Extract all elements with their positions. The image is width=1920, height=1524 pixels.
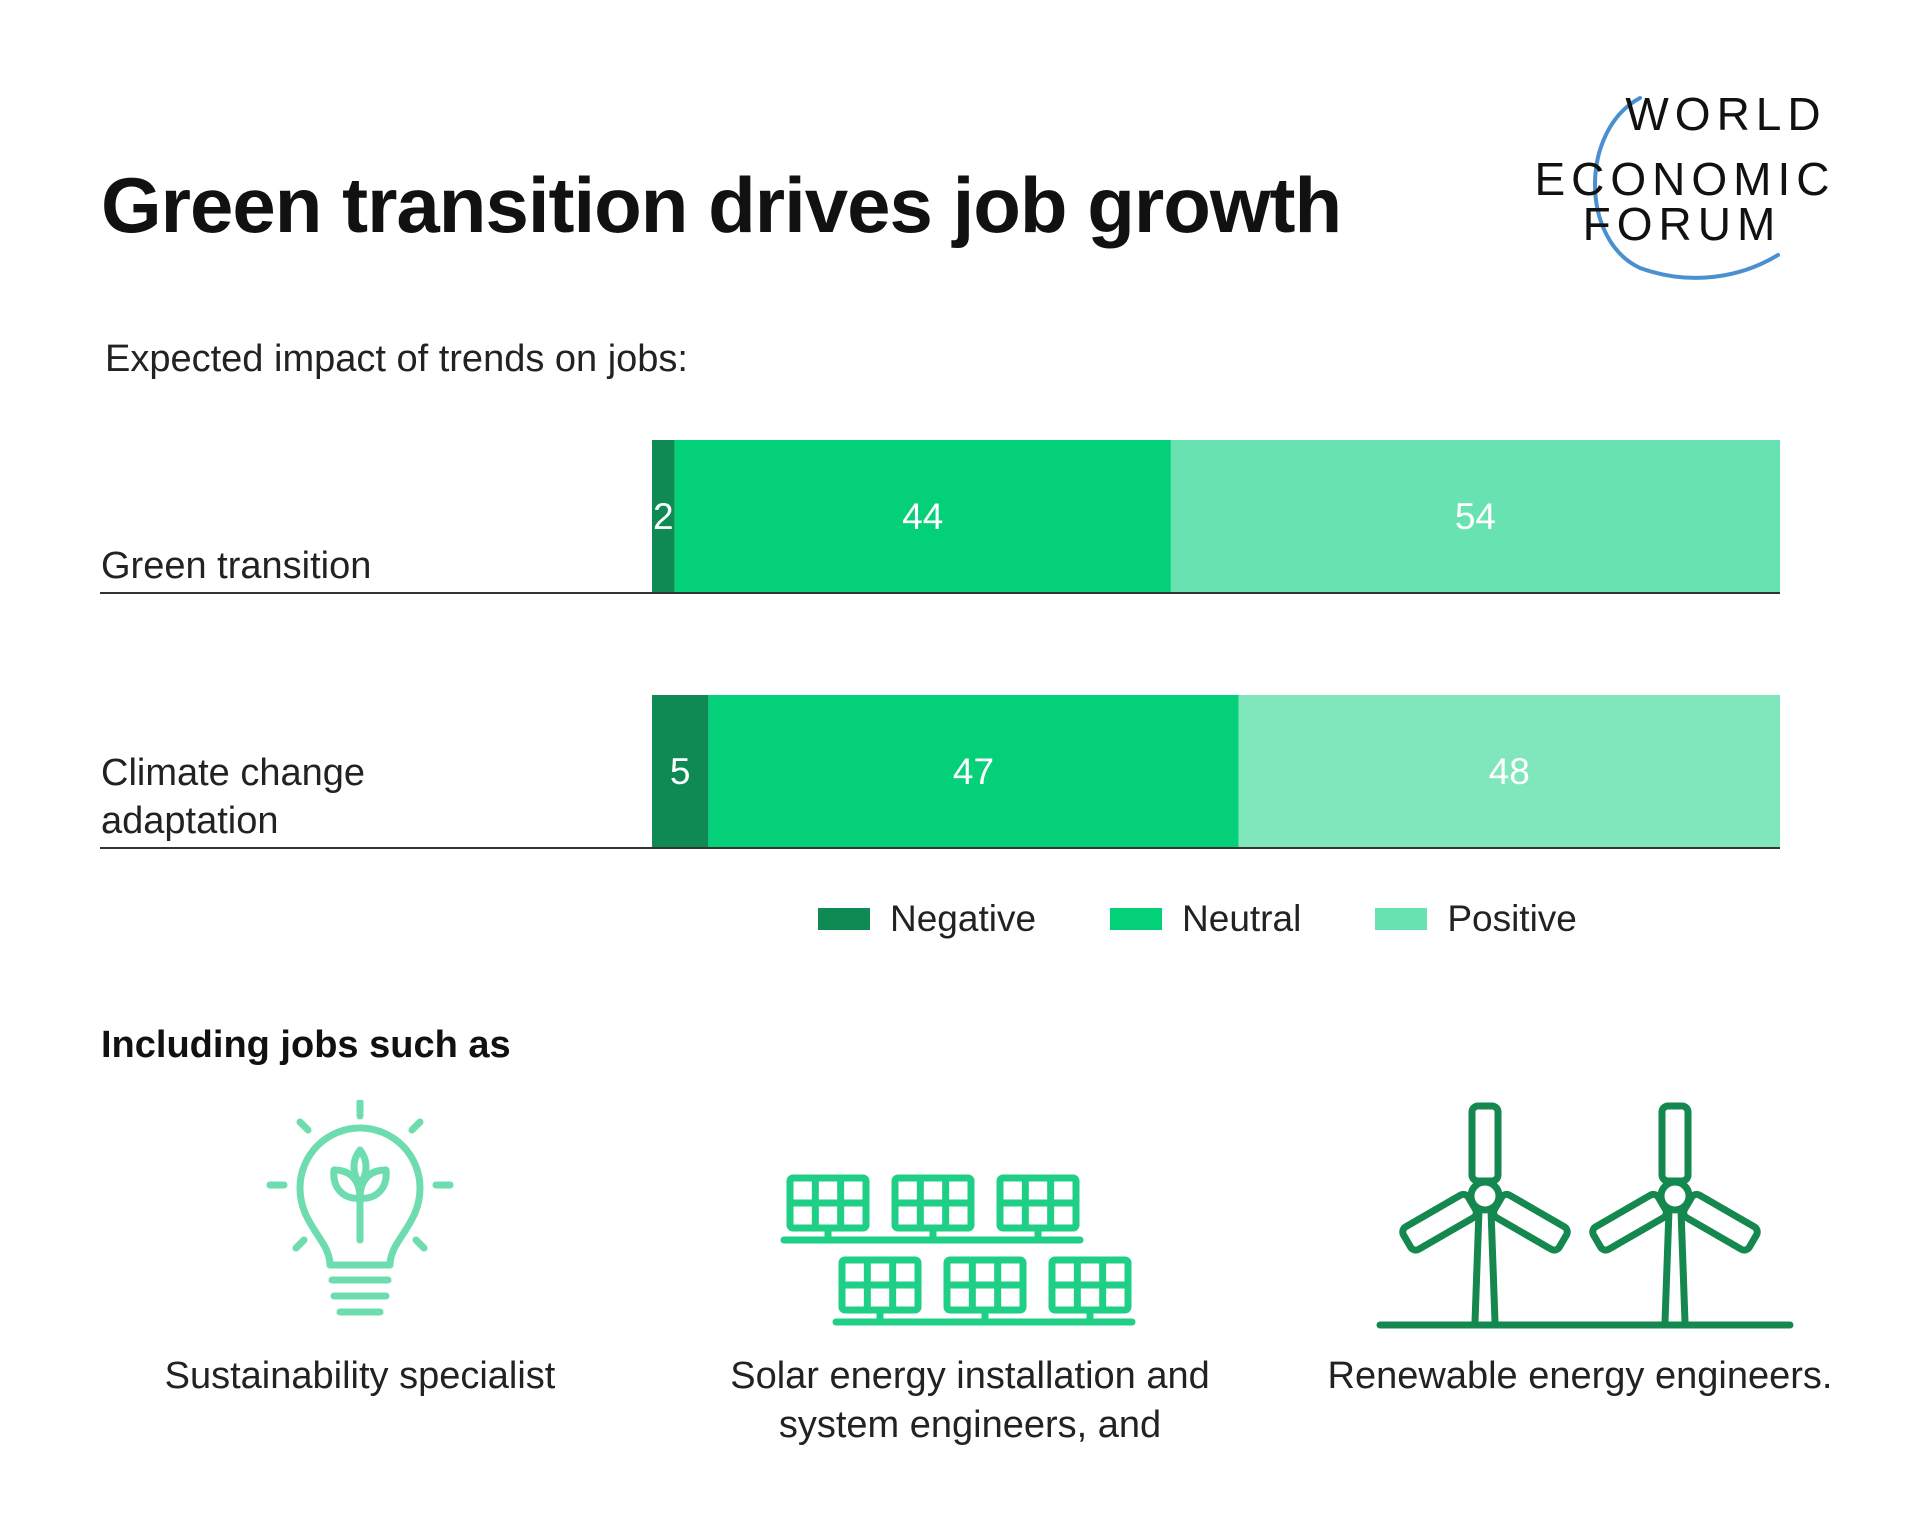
jobs-heading: Including jobs such as xyxy=(101,1024,511,1066)
chart-legend: Negative Neutral Positive xyxy=(818,898,1651,940)
job-renewable-energy xyxy=(1300,1100,1860,1330)
legend-swatch-positive xyxy=(1375,908,1428,930)
data-label-negative-1: 2 xyxy=(653,496,674,537)
data-label-neutral-1: 44 xyxy=(902,496,943,537)
category-label-2-line-2: adaptation xyxy=(101,800,279,842)
legend-item-positive: Positive xyxy=(1375,898,1577,940)
bar-positive-2 xyxy=(1238,695,1780,847)
legend-item-neutral: Neutral xyxy=(1110,898,1301,940)
job-label-renewable: Renewable energy engineers. xyxy=(1327,1355,1833,1397)
logo-line-3: FORUM xyxy=(1583,198,1782,250)
job-solar-energy xyxy=(690,1100,1250,1330)
category-label-2-line-1: Climate change xyxy=(101,752,365,794)
legend-item-negative: Negative xyxy=(818,898,1036,940)
logo-arc xyxy=(1593,96,1780,280)
job-label-sustainability: Sustainability specialist xyxy=(164,1355,556,1397)
bar-neutral-1 xyxy=(674,440,1171,592)
world-economic-forum-logo: WORLD ECONOMIC FORUM xyxy=(1520,88,1850,290)
legend-label-negative: Negative xyxy=(890,898,1037,939)
logo-mark: WORLD ECONOMIC FORUM xyxy=(1535,88,1836,280)
bar-negative-2 xyxy=(652,695,709,847)
legend-swatch-neutral xyxy=(1110,908,1163,930)
bar-negative-1 xyxy=(652,440,675,592)
job-sustainability-specialist xyxy=(80,1100,640,1330)
legend-swatch-negative xyxy=(818,908,870,930)
chart-subtitle: Expected impact of trends on jobs: xyxy=(105,338,688,380)
logo-line-2: ECONOMIC xyxy=(1535,153,1836,205)
lightbulb-plant-icon xyxy=(266,1100,454,1316)
bar-neutral-2 xyxy=(708,695,1239,847)
legend-label-neutral: Neutral xyxy=(1182,898,1302,939)
data-label-neutral-2: 47 xyxy=(953,751,994,792)
data-label-negative-2: 5 xyxy=(670,751,691,792)
data-label-positive-2: 48 xyxy=(1489,751,1530,792)
data-label-positive-1: 54 xyxy=(1455,496,1496,537)
solar-panels-icon xyxy=(780,1174,1136,1326)
job-label-solar: Solar energy installation and system eng… xyxy=(730,1355,1210,1446)
stacked-bar-chart: 2 44 54 Green transition 5 47 48 Climate change… xyxy=(100,440,1780,849)
category-label-1-line-1: Green transition xyxy=(101,545,371,587)
bar-positive-1 xyxy=(1170,440,1780,592)
legend-label-positive: Positive xyxy=(1447,898,1577,939)
page-title: Green transition drives job growth xyxy=(101,161,1342,249)
logo-line-1: WORLD xyxy=(1625,90,1826,140)
wind-turbines-icon xyxy=(1376,1102,1794,1329)
